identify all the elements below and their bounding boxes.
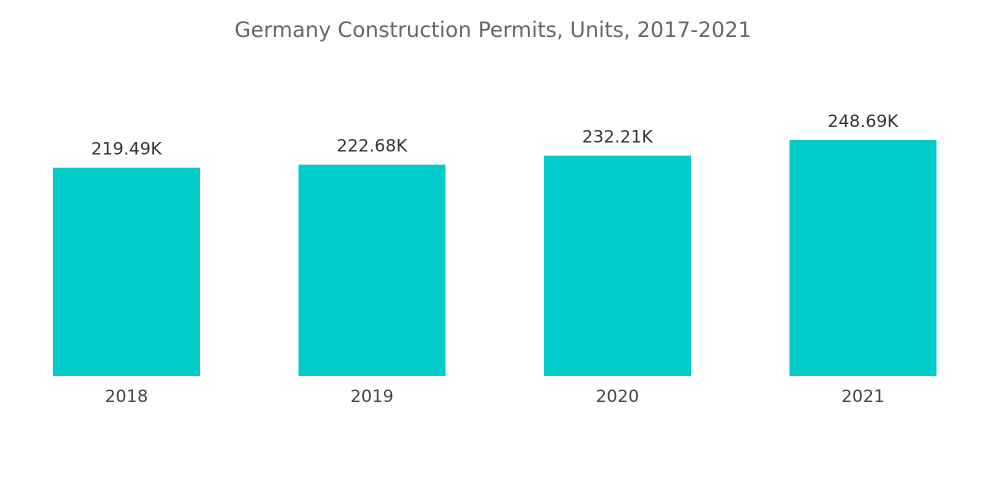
x-tick-label: 2018 — [105, 387, 148, 407]
value-label: 232.21K — [582, 128, 653, 148]
value-label: 248.69K — [828, 112, 899, 132]
x-tick-label: 2019 — [350, 387, 393, 407]
x-tick-label: 2020 — [596, 387, 639, 407]
bar — [789, 140, 937, 376]
bar — [544, 155, 691, 376]
bar — [53, 167, 200, 376]
x-tick-label: 2021 — [841, 387, 884, 407]
value-label: 222.68K — [337, 137, 408, 157]
chart-title: Germany Construction Permits, Units, 201… — [234, 18, 751, 42]
value-label: 219.49K — [91, 140, 162, 160]
bar — [298, 164, 446, 376]
